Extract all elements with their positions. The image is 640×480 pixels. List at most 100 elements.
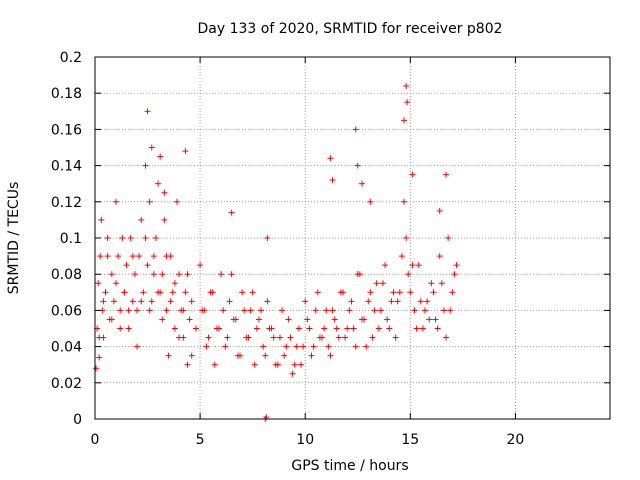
- data-point: [377, 307, 384, 314]
- data-point: [342, 334, 349, 341]
- data-point: [249, 289, 256, 296]
- data-point: [413, 325, 420, 332]
- data-point: [255, 316, 262, 323]
- data-point: [308, 352, 315, 359]
- data-point: [173, 198, 180, 205]
- data-point: [293, 343, 300, 350]
- grid: [95, 57, 610, 419]
- data-point: [300, 343, 307, 350]
- data-point: [451, 271, 458, 278]
- data-point: [93, 365, 100, 372]
- data-point: [285, 316, 292, 323]
- data-point: [398, 253, 405, 260]
- data-point: [409, 262, 416, 269]
- data-point: [329, 177, 336, 184]
- data-point: [224, 334, 231, 341]
- data-point: [144, 108, 151, 115]
- data-point: [295, 325, 302, 332]
- data-point: [411, 307, 418, 314]
- data-point: [453, 262, 460, 269]
- data-point: [108, 271, 115, 278]
- x-tick-label: 10: [296, 432, 314, 448]
- data-point: [110, 298, 117, 305]
- data-point: [384, 316, 391, 323]
- data-point: [119, 235, 126, 241]
- data-point: [382, 262, 389, 269]
- y-tick-label: 0.2: [60, 50, 82, 66]
- data-point: [104, 235, 111, 241]
- data-point: [163, 253, 170, 260]
- data-point: [171, 280, 178, 287]
- axis-ticks: 0 0.02 0.04 0.06 0.08 0.1 0.12 0.14 0.16 0.18 0.2 0…: [51, 50, 610, 448]
- data-point: [386, 325, 393, 332]
- data-point: [443, 171, 450, 178]
- data-points: [93, 82, 460, 422]
- y-tick-label: 0.16: [51, 122, 82, 138]
- data-point: [125, 307, 132, 314]
- data-point: [348, 298, 355, 305]
- data-point: [291, 361, 298, 368]
- data-point: [159, 316, 166, 323]
- data-point: [258, 307, 265, 314]
- x-tick-label: 0: [91, 432, 100, 448]
- y-tick-label: 0.08: [51, 267, 82, 283]
- data-point: [157, 153, 164, 160]
- x-axis-label: GPS time / hours: [291, 458, 408, 474]
- y-tick-label: 0.02: [51, 376, 82, 392]
- data-point: [350, 325, 357, 332]
- data-point: [146, 307, 153, 314]
- y-tick-label: 0.06: [51, 303, 82, 319]
- data-point: [379, 280, 386, 287]
- data-point: [96, 354, 103, 361]
- data-point: [390, 289, 397, 296]
- data-point: [253, 325, 260, 332]
- data-point: [222, 343, 229, 350]
- data-point: [371, 307, 378, 314]
- data-point: [113, 198, 120, 205]
- data-point: [337, 289, 344, 296]
- data-point: [136, 253, 143, 260]
- data-point: [220, 307, 227, 314]
- data-point: [140, 289, 147, 296]
- data-point: [131, 271, 138, 278]
- data-point: [197, 262, 204, 269]
- data-point: [392, 334, 399, 341]
- data-point: [134, 343, 141, 350]
- data-point: [327, 155, 334, 162]
- data-point: [279, 307, 286, 314]
- data-point: [436, 253, 443, 260]
- data-point: [298, 361, 304, 368]
- data-point: [113, 280, 120, 287]
- chart-title: Day 133 of 2020, SRMTID for receiver p80…: [197, 21, 502, 37]
- data-point: [125, 325, 132, 332]
- data-point: [316, 334, 323, 341]
- data-point: [352, 343, 359, 350]
- data-point: [375, 325, 382, 332]
- data-point: [199, 307, 206, 314]
- data-point: [432, 316, 439, 323]
- data-point: [144, 262, 151, 269]
- data-point: [428, 280, 435, 287]
- data-point: [422, 307, 429, 314]
- data-point: [155, 180, 162, 187]
- data-point: [264, 298, 271, 305]
- data-point: [405, 271, 412, 278]
- data-point: [176, 334, 183, 341]
- data-point: [404, 99, 411, 106]
- data-point: [148, 298, 155, 305]
- data-point: [165, 352, 172, 359]
- data-point: [409, 171, 416, 178]
- data-point: [434, 325, 441, 332]
- data-point: [388, 298, 395, 305]
- x-tick-label: 15: [401, 432, 419, 448]
- data-point: [415, 262, 422, 269]
- data-point: [445, 235, 452, 241]
- data-point: [358, 316, 365, 323]
- data-point: [138, 298, 145, 305]
- data-point: [129, 253, 136, 260]
- data-point: [182, 148, 189, 155]
- data-point: [310, 343, 317, 350]
- data-point: [163, 307, 170, 314]
- data-point: [449, 289, 456, 296]
